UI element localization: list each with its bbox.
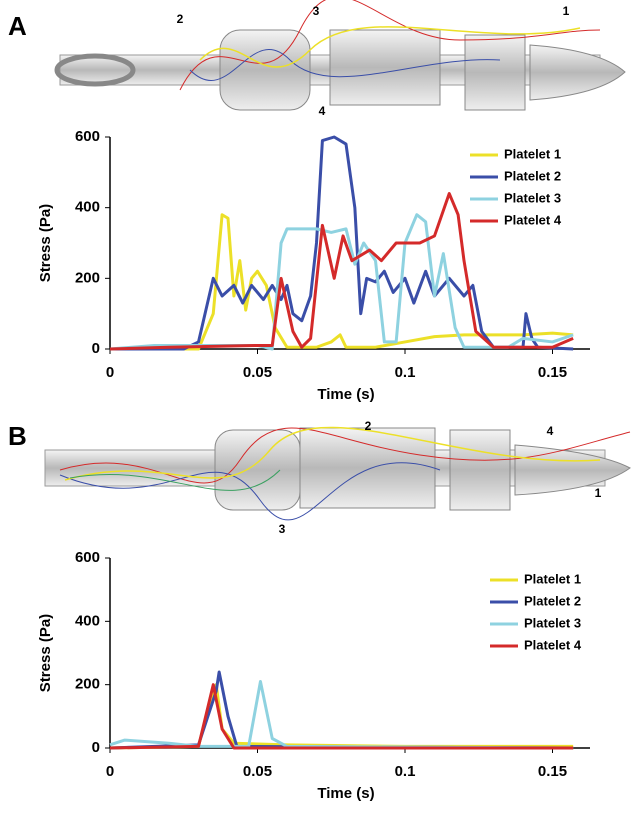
image-annotation: 2	[365, 419, 372, 433]
figure: A1234020040060000.050.10.15Time (s)Stres…	[0, 0, 638, 808]
panel-label: A	[8, 11, 27, 41]
image-annotation: 4	[319, 104, 326, 118]
image-annotation: 4	[547, 424, 554, 438]
legend-label: Platelet 4	[524, 637, 582, 652]
legend-label: Platelet 4	[504, 212, 562, 227]
y-tick-label: 200	[75, 676, 100, 693]
pump-image-b	[45, 427, 630, 519]
legend-label: Platelet 2	[524, 593, 581, 608]
data-line	[110, 215, 573, 349]
legend-label: Platelet 1	[524, 571, 581, 586]
y-tick-label: 0	[92, 739, 100, 756]
x-tick-label: 0.1	[395, 364, 416, 381]
image-annotation: 1	[563, 4, 570, 18]
y-tick-label: 600	[75, 128, 100, 145]
x-tick-label: 0.05	[243, 763, 272, 780]
x-tick-label: 0	[106, 364, 114, 381]
data-line	[110, 685, 573, 748]
y-axis-title: Stress (Pa)	[37, 614, 54, 692]
image-annotation: 3	[313, 4, 320, 18]
data-line	[110, 685, 573, 748]
data-line	[110, 672, 573, 748]
x-axis-title: Time (s)	[317, 785, 374, 802]
x-tick-label: 0.15	[538, 364, 567, 381]
legend-label: Platelet 3	[524, 615, 581, 630]
x-axis-title: Time (s)	[317, 386, 374, 403]
data-line	[110, 215, 573, 349]
y-tick-label: 600	[75, 549, 100, 566]
x-tick-label: 0	[106, 763, 114, 780]
panel-label: B	[8, 421, 27, 451]
y-tick-label: 0	[92, 340, 100, 357]
y-tick-label: 400	[75, 612, 100, 629]
legend-label: Platelet 2	[504, 168, 561, 183]
legend-label: Platelet 3	[504, 190, 561, 205]
legend-label: Platelet 1	[504, 146, 561, 161]
page: {"chart_data": [ {"panel": "A", "type": …	[0, 0, 638, 813]
y-axis-title: Stress (Pa)	[37, 204, 54, 282]
y-tick-label: 200	[75, 269, 100, 286]
image-annotation: 1	[595, 486, 602, 500]
image-annotation: 3	[279, 522, 286, 536]
x-tick-label: 0.1	[395, 763, 416, 780]
image-annotation: 2	[177, 12, 184, 26]
data-line	[110, 682, 573, 749]
x-tick-label: 0.05	[243, 364, 272, 381]
pump-image-a	[57, 0, 625, 110]
y-tick-label: 400	[75, 199, 100, 216]
x-tick-label: 0.15	[538, 763, 567, 780]
